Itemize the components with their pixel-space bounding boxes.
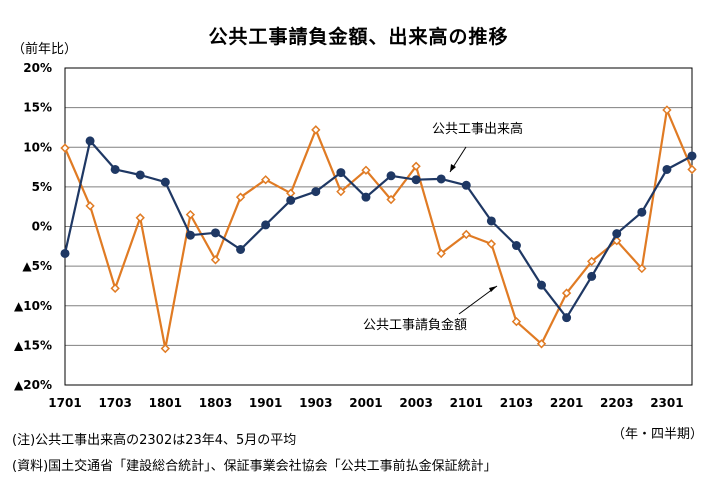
series-orders: [60, 105, 697, 354]
data-point: [160, 343, 170, 354]
data-point: [511, 241, 521, 251]
data-point: [537, 280, 547, 290]
data-point: [562, 313, 572, 323]
gridlines: [65, 107, 692, 346]
y-tick-label: 10%: [23, 140, 52, 154]
data-point: [336, 186, 346, 197]
footnote-note: (注)公共工事出来高の2302は23年4、5月の平均: [12, 433, 297, 448]
data-point: [185, 230, 195, 240]
data-point: [135, 170, 145, 180]
y-tick-label: 15%: [23, 101, 52, 115]
data-point: [235, 192, 246, 202]
data-point: [236, 244, 246, 254]
x-tick-label: 1803: [199, 396, 232, 410]
series-line: [63, 139, 693, 319]
plot-area-frame: [64, 67, 693, 386]
x-tick-label: 2203: [600, 396, 633, 410]
data-point: [85, 201, 95, 211]
series-line: [63, 108, 694, 350]
series-layer: [60, 105, 697, 354]
data-point: [536, 339, 547, 349]
y-tick-label: ▲10%: [14, 299, 52, 313]
data-point: [637, 207, 647, 217]
leader-arrowhead-orders: [489, 286, 497, 292]
x-tick-label: 1901: [249, 396, 282, 410]
data-point: [361, 165, 371, 175]
x-tick-label: 1701: [48, 396, 81, 410]
x-tick-label: 2103: [500, 396, 533, 410]
x-tick-label: 2201: [550, 396, 583, 410]
y-tick-label: 5%: [32, 180, 52, 194]
x-tick-label: 2301: [650, 396, 683, 410]
x-tick-label: 2001: [349, 396, 382, 410]
y-axis-tick-labels: 20% 15% 10% 5% 0% ▲5% ▲10% ▲15% ▲20%: [14, 61, 52, 392]
data-point: [185, 209, 196, 220]
y-tick-label: ▲5%: [22, 259, 52, 273]
data-point: [135, 213, 145, 223]
x-tick-label: 1703: [98, 396, 131, 410]
data-point: [336, 168, 346, 178]
series-output: [60, 136, 697, 323]
y-tick-label: ▲20%: [14, 378, 52, 392]
series-label-output: 公共工事出来高: [432, 121, 523, 137]
data-point: [486, 216, 496, 226]
x-tick-label: 1903: [299, 396, 332, 410]
data-point: [687, 151, 697, 161]
data-point: [110, 164, 120, 174]
data-point: [411, 161, 421, 171]
data-point: [587, 271, 597, 281]
data-point: [261, 220, 271, 230]
data-point: [386, 171, 396, 181]
y-tick-label: ▲15%: [14, 338, 52, 352]
data-point: [361, 192, 371, 202]
series-annotations: 公共工事出来高 公共工事請負金額: [363, 121, 523, 333]
data-point: [461, 229, 471, 240]
leader-arrowhead-output: [450, 164, 456, 172]
data-point: [210, 255, 221, 265]
y-axis-unit-label: （前年比）: [12, 42, 78, 57]
data-point: [461, 180, 471, 190]
data-point: [662, 105, 672, 115]
chart-title: 公共工事請負金額、出来高の推移: [208, 26, 509, 48]
data-point: [511, 316, 522, 327]
y-tick-label: 0%: [32, 220, 52, 234]
data-point: [160, 177, 170, 187]
footnote-source: (資料)国土交通省「建設総合統計」、保証事業会社協会「公共工事前払金保証統計」: [12, 459, 497, 474]
x-tick-label: 2101: [450, 396, 483, 410]
data-point: [561, 288, 572, 298]
x-axis-unit-label: （年・四半期）: [611, 427, 703, 442]
data-point: [210, 228, 220, 238]
series-label-orders: 公共工事請負金額: [363, 317, 467, 333]
data-point: [662, 164, 672, 174]
x-tick-label: 2003: [399, 396, 432, 410]
data-point: [687, 164, 697, 175]
data-point: [637, 263, 647, 274]
data-point: [386, 194, 396, 205]
y-tick-label: 20%: [23, 61, 52, 75]
data-point: [85, 136, 95, 146]
data-point: [260, 175, 271, 185]
data-point: [436, 174, 446, 184]
data-point: [311, 125, 321, 135]
x-tick-label: 1801: [149, 396, 182, 410]
data-point: [411, 175, 421, 185]
data-point: [612, 229, 622, 239]
x-axis-tick-labels: 1701 1703 1801 1803 1901 1903 2001 2003 2101 2103…: [48, 396, 683, 410]
data-point: [311, 187, 321, 197]
data-point: [60, 248, 70, 258]
data-point: [286, 195, 296, 205]
data-point: [60, 143, 70, 153]
data-point: [486, 239, 497, 249]
data-point: [587, 256, 597, 267]
data-point: [436, 248, 446, 259]
data-point: [110, 283, 120, 293]
